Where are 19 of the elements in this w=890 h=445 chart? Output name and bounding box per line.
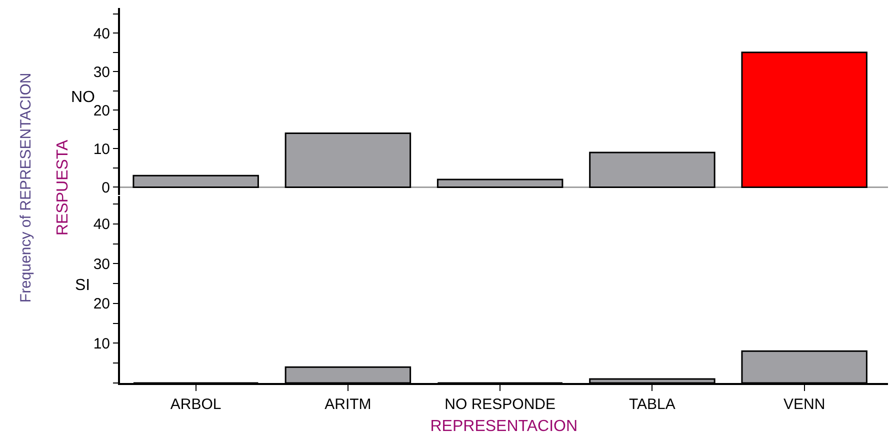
y-tick-label: 40 [93,25,110,42]
x-tick-label: NO RESPONDE [444,396,556,413]
y-tick-label: 0 [102,179,110,196]
y-tick-label: 10 [93,140,110,158]
y-tick-label: 30 [93,64,110,81]
text: Frequency of REPRESENTACION [18,72,35,303]
y-tick-label: 40 [93,216,110,234]
x-tick-label: ARBOL [170,396,222,413]
y-tick-label: 30 [93,256,110,273]
y-axis-title: SI [75,277,90,294]
y-axis-title: NO [71,89,95,106]
text: RESPUESTA [54,140,72,236]
x-axis-title: REPRESENTACION [430,418,578,435]
y-tick-label: 20 [93,296,110,313]
y-tick-label: 10 [93,335,110,352]
x-tick-label: VENN [783,396,826,413]
x-tick-label: TABLA [628,396,676,413]
x-tick-label: ARITM [324,396,372,413]
y-tick-label: 20 [93,102,110,120]
